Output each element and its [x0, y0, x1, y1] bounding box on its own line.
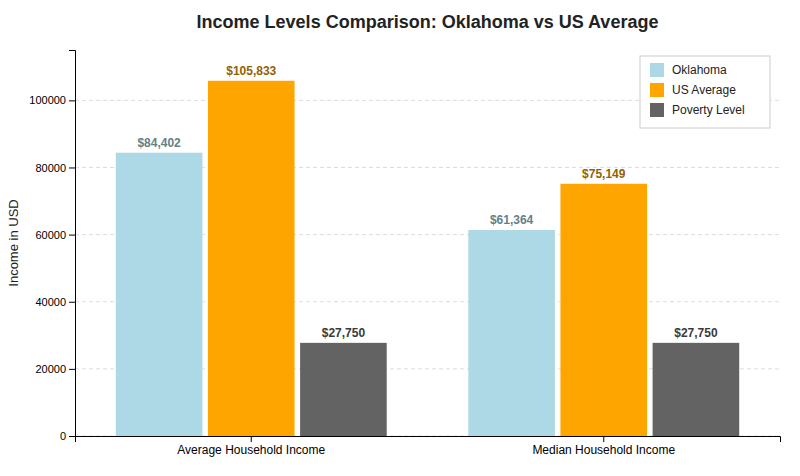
data-label: $27,750	[674, 326, 718, 340]
axis-line	[76, 437, 781, 443]
tick-label: Average Household Income	[177, 443, 325, 457]
bar	[208, 81, 295, 436]
y-tick: 60000	[35, 229, 75, 241]
legend: Oklahoma US Average Poverty Level	[640, 56, 770, 128]
bars	[116, 81, 739, 436]
data-label: $105,833	[226, 64, 276, 78]
data-label: $75,149	[582, 167, 626, 181]
data-label: $84,402	[137, 136, 181, 150]
legend-swatch	[650, 63, 664, 77]
y-axis: 0 20000 40000 60000 80000 100000	[29, 51, 75, 443]
y-tick: 80000	[35, 161, 75, 173]
y-axis-title: Income in USD	[6, 199, 21, 286]
tick-label: Median Household Income	[532, 443, 675, 457]
legend-swatch	[650, 103, 664, 117]
y-tick: 20000	[35, 363, 75, 375]
legend-label: Poverty Level	[672, 103, 745, 117]
axis-line	[69, 51, 76, 437]
legend-item: Poverty Level	[650, 103, 745, 117]
bar	[653, 343, 740, 436]
tick-mark	[69, 100, 75, 101]
y-tick: 100000	[29, 94, 75, 106]
tick-label: 20000	[35, 363, 66, 375]
x-tick: Average Household Income	[177, 436, 325, 457]
tick-mark	[251, 436, 252, 442]
legend-label: US Average	[672, 83, 736, 97]
data-label: $27,750	[322, 326, 366, 340]
tick-mark	[69, 369, 75, 370]
data-label: $61,364	[490, 213, 534, 227]
bar	[468, 230, 555, 436]
legend-item: US Average	[650, 83, 736, 97]
bar	[560, 184, 647, 436]
tick-mark	[603, 436, 604, 442]
tick-mark	[69, 302, 75, 303]
legend-item: Oklahoma	[650, 63, 727, 77]
legend-label: Oklahoma	[672, 63, 727, 77]
y-tick: 0	[60, 430, 75, 442]
chart: 0 20000 40000 60000 80000 100000 Average House…	[0, 0, 800, 476]
legend-frame	[640, 56, 770, 128]
x-tick: Median Household Income	[532, 436, 675, 457]
data-labels: $84,402 $61,364 $105,833 $75,149 $27,750 $27,…	[137, 64, 718, 340]
tick-label: 100000	[29, 94, 66, 106]
grid	[75, 100, 780, 436]
title: Income Levels Comparison: Oklahoma vs US…	[197, 12, 659, 32]
tick-label: 80000	[35, 161, 66, 173]
bar	[300, 343, 387, 436]
x-axis: Average Household Income Median Household…	[76, 436, 781, 457]
bar	[116, 153, 203, 436]
tick-label: 0	[60, 430, 66, 442]
tick-mark	[69, 167, 75, 168]
legend-swatch	[650, 83, 664, 97]
y-tick: 40000	[35, 296, 75, 308]
tick-mark	[69, 235, 75, 236]
tick-label: 40000	[35, 296, 66, 308]
tick-mark	[69, 436, 75, 437]
plot: 0 20000 40000 60000 80000 100000 Average House…	[29, 51, 780, 457]
tick-label: 60000	[35, 229, 66, 241]
